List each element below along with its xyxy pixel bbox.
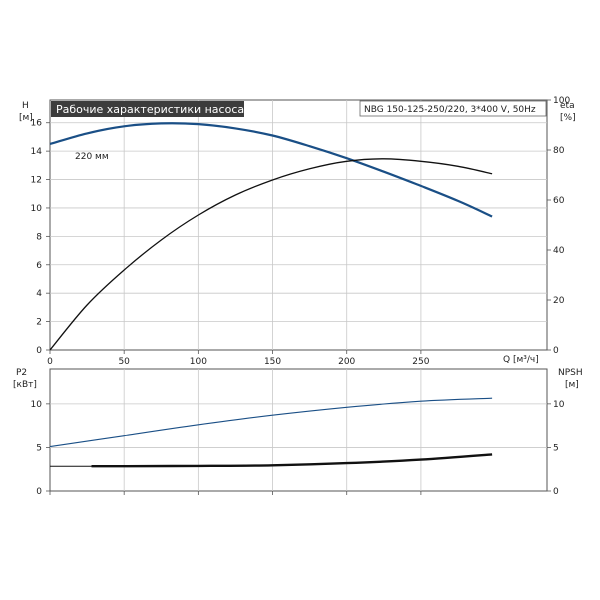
- y-left-label-name: H: [22, 101, 29, 111]
- x-tick-label: 250: [412, 357, 429, 367]
- y-left-tick-label: 16: [31, 119, 43, 129]
- series-line-h: [49, 122, 493, 218]
- x-tick-label: 50: [118, 357, 130, 367]
- x-tick-label: 200: [338, 357, 355, 367]
- y-right-tick-label: 100: [553, 96, 570, 106]
- y-left-tick-label: 12: [31, 176, 42, 186]
- upper-plot-frame: [49, 99, 548, 351]
- chart-title-box: [51, 101, 244, 117]
- npsh-label-unit: [м]: [565, 380, 579, 390]
- p2-tick-label: 10: [31, 400, 43, 410]
- y-left-tick-label: 10: [31, 204, 43, 214]
- y-right-tick-label: 60: [553, 196, 565, 206]
- p2-label-name: P2: [16, 368, 27, 378]
- y-left-tick-label: 2: [36, 318, 42, 328]
- y-left-tick-label: 14: [31, 147, 43, 157]
- x-tick-label: 150: [264, 357, 281, 367]
- lower-plot: 0 5 10 0 5 10 P2 [кВт] NPSH [м]: [13, 368, 583, 497]
- lower-series: [49, 397, 493, 468]
- npsh-tick-label: 0: [553, 487, 559, 497]
- y-right-label-unit: [%]: [560, 113, 576, 123]
- upper-plot: 0 50 100 150 200 250 0 2 4 6 8 10 12 14 16 0 20 40 60 80 100…: [19, 96, 576, 367]
- series-line-npsh: [91, 453, 493, 468]
- pump-info-box: [359, 100, 547, 117]
- y-right-tick-label: 0: [553, 346, 559, 356]
- lower-ticks: 0 5 10 0 5 10: [31, 400, 565, 497]
- x-tick-label: 100: [190, 357, 207, 367]
- x-axis-label: Q [м³/ч]: [503, 355, 539, 365]
- chart-title: Рабочие характеристики насоса: [56, 103, 244, 116]
- upper-series: [49, 122, 493, 351]
- p2-tick-label: 5: [36, 443, 42, 453]
- y-left-tick-label: 0: [36, 346, 42, 356]
- y-right-tick-label: 20: [553, 296, 565, 306]
- lower-plot-frame: [49, 368, 548, 492]
- x-tick-label: 0: [47, 357, 53, 367]
- upper-ticks: 0 50 100 150 200 250 0 2 4 6 8 10 12 14 16 0 20 40 60 80 100: [31, 96, 571, 367]
- y-right-tick-label: 40: [553, 246, 565, 256]
- series-line-eta: [49, 158, 493, 351]
- y-left-tick-label: 8: [36, 232, 42, 242]
- upper-grid: [50, 100, 547, 350]
- npsh-tick-label: 10: [553, 400, 565, 410]
- pump-info-label: NBG 150-125-250/220, 3*400 V, 50Hz: [364, 105, 536, 115]
- p2-label-unit: [кВт]: [13, 380, 37, 390]
- lower-grid: [50, 369, 547, 491]
- y-left-label-unit: [м]: [19, 113, 33, 123]
- y-left-tick-label: 4: [36, 289, 42, 299]
- npsh-tick-label: 5: [553, 443, 559, 453]
- y-left-tick-label: 6: [36, 261, 42, 271]
- y-right-label-name: eta: [560, 101, 575, 111]
- npsh-label-name: NPSH: [558, 368, 583, 378]
- series-line-p2: [49, 397, 493, 448]
- impeller-diameter-annotation: 220 мм: [75, 152, 109, 162]
- p2-tick-label: 0: [36, 487, 42, 497]
- y-right-tick-label: 80: [553, 146, 565, 156]
